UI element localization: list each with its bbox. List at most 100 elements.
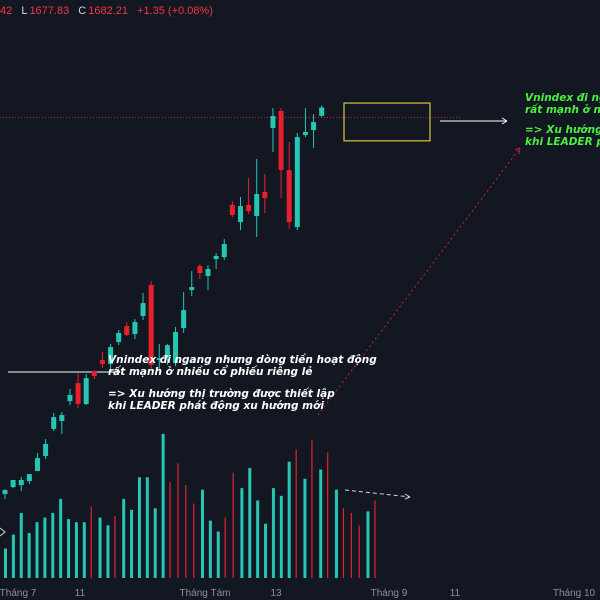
volume-bar [311,440,313,578]
x-tick-label: Tháng 7 [0,588,37,599]
candle-body [262,192,268,199]
candle-body [116,332,122,343]
volume-left-arrow [0,527,6,537]
candle-body [148,284,154,365]
volume-bar [51,512,55,578]
volume-bar [177,463,179,578]
candle-body [132,322,138,335]
candle-body [302,132,308,136]
volume-bar [19,512,23,578]
candle-body [237,206,243,223]
volume-bars [4,433,376,578]
arrow-main-head [114,368,121,376]
annotation-main-line2: rất mạnh ở nhiều cổ phiếu riêng lẻ [108,366,313,378]
candle-body [51,417,57,429]
candle-body [181,310,187,328]
volume-bar [43,517,47,578]
volume-bar [350,512,352,578]
volume-bar [256,500,260,578]
candle-body [2,490,8,495]
x-tick-label: Tháng Tám [180,588,231,599]
x-tick-label: 11 [450,588,461,599]
x-tick-label: Tháng 9 [371,588,408,599]
volume-bar [334,489,338,578]
candle-body [270,116,276,128]
candle-body [26,474,32,482]
x-tick-label: Tháng 10 [553,588,596,599]
diagonal-arrow-head [514,147,521,155]
volume-bar [11,534,15,578]
volume-bar [27,533,31,578]
candle-body [108,347,114,364]
volume-bar [106,525,110,578]
volume-bar [342,508,345,578]
candle-body [189,287,195,291]
volume-bar [201,489,204,578]
close-value: 1682.21 [88,5,128,17]
arrow-right-head [501,117,508,125]
volume-bar [208,520,212,578]
candle-body [246,204,252,212]
candle-body [164,345,170,357]
volume-bar [264,523,268,578]
candle-body [34,458,40,472]
annotation-right-line4: khi LEADER phá [525,136,600,148]
candle-body [59,415,65,421]
volume-bar [366,511,370,578]
volume-bar [279,495,283,578]
volume-bar [161,433,165,578]
open-value: 42 [0,5,13,17]
candle-body [18,480,24,486]
volume-bar [216,531,220,578]
change-value: +1.35 (+0.08%) [137,5,213,17]
volume-bar [271,488,275,578]
volume-arrow-head [404,493,411,500]
candle-body [173,332,179,364]
low-letter: L [21,5,28,17]
candle-body [278,111,284,171]
volume-bar [224,517,226,578]
candle-body [229,204,235,216]
candle-body [221,244,227,258]
volume-bar [82,522,86,578]
volume-bar [319,469,323,578]
candle-body [10,480,16,488]
ohlc-legend: 42 L 1677.83 C 1682.21 +1.35 (+0.08%) [0,5,213,17]
candle-body [91,371,97,376]
close-letter: C [78,5,87,17]
x-tick-label: 13 [270,588,282,599]
candle-body [254,194,260,216]
candle-body [311,122,317,131]
volume-bar [59,498,63,578]
volume-bar [232,472,234,578]
highlight-box [343,102,431,142]
volume-bar [130,509,134,578]
volume-bar [287,461,291,578]
diagonal-dotted-line [317,147,521,416]
x-tick-label: 11 [75,588,86,599]
volume-bar [295,449,297,578]
volume-bar [327,452,329,578]
candle-body [99,360,105,364]
volume-bar [74,522,78,578]
volume-dashed-arrow [344,489,411,498]
candle-body [140,303,146,316]
volume-bar [137,477,141,578]
volume-bar [145,477,149,578]
volume-bar [248,467,252,578]
candle-body [67,395,73,402]
volume-bar [193,503,195,578]
time-axis: Tháng 7 11 Tháng Tám 13 Tháng 9 11 Tháng 10 [0,588,596,599]
volume-bar [374,500,376,578]
volume-bar [35,522,39,578]
candle-body [197,266,203,274]
volume-bar [358,525,360,578]
annotation-right-line2: rất mạnh ở nhiề [525,104,600,116]
annotation-right-line3: => Xu hướng th [525,124,600,136]
candle-body [83,378,89,404]
annotation-main-line4: khi LEADER phát động xu hướng mới [108,400,324,412]
low-value: 1677.83 [29,5,70,17]
volume-bar [4,548,7,578]
candle-body [205,268,211,276]
